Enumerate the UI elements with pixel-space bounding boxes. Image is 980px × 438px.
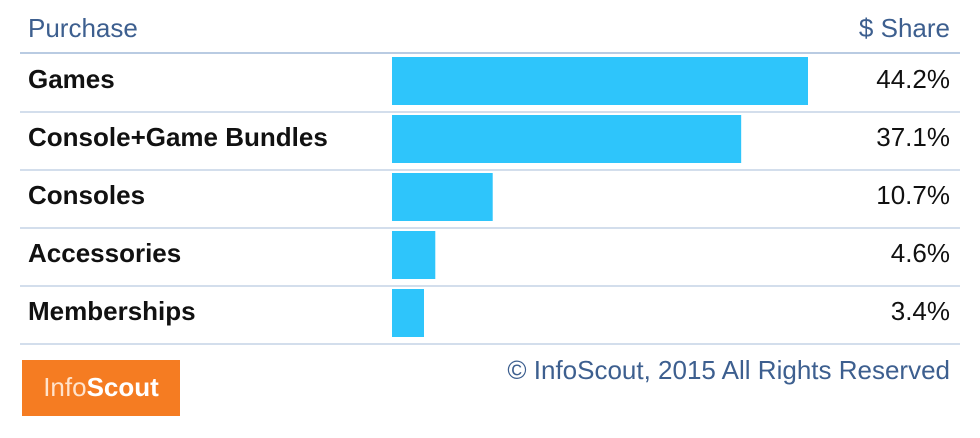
- bar: [392, 115, 742, 163]
- column-header: $ Share: [859, 13, 950, 43]
- category-label: Memberships: [28, 296, 196, 326]
- value-label: 44.2%: [876, 64, 950, 94]
- logo-part: Info: [43, 372, 86, 402]
- value-label: 3.4%: [891, 296, 950, 326]
- bar: [392, 173, 493, 221]
- bar: [392, 231, 436, 279]
- category-label: Games: [28, 64, 115, 94]
- value-label: 4.6%: [891, 238, 950, 268]
- bar: [392, 289, 424, 337]
- category-label: Console+Game Bundles: [28, 122, 328, 152]
- logo: InfoScout: [43, 372, 159, 402]
- category-label: Accessories: [28, 238, 181, 268]
- logo-box: [22, 360, 180, 416]
- logo-part: Scout: [87, 372, 160, 402]
- column-header: Purchase: [28, 13, 138, 43]
- category-label: Consoles: [28, 180, 145, 210]
- bar: [392, 57, 808, 105]
- value-label: 37.1%: [876, 122, 950, 152]
- value-label: 10.7%: [876, 180, 950, 210]
- copyright: © InfoScout, 2015 All Rights Reserved: [507, 355, 950, 385]
